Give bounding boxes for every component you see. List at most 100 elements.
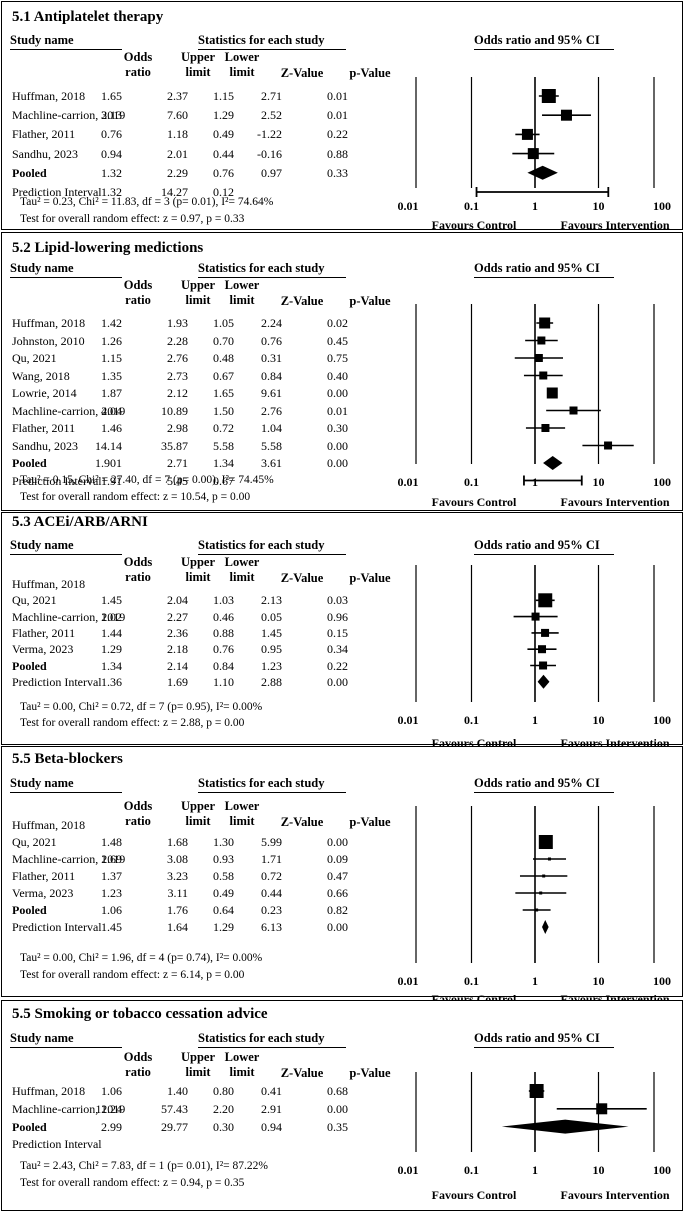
study-label: Prediction Interval — [12, 185, 102, 199]
cell-z: 2.91 — [261, 1101, 282, 1116]
study-square — [541, 424, 550, 432]
stats-footer-2: Test for overall random effect: z = 0.94… — [20, 1177, 245, 1189]
panel-5: 5.5 Smoking or tobacco cessation advice S… — [1, 1000, 683, 1211]
favours-control-label: Favours Control — [432, 1188, 517, 1202]
pooled-diamond — [537, 674, 550, 689]
cell-or: 0.94 — [101, 146, 122, 161]
cell-p: 0.00 — [327, 456, 348, 470]
cell-lower: 0.84 — [213, 658, 234, 673]
cell-lower: 0.49 — [213, 127, 234, 142]
cell-lower: 0.58 — [213, 869, 234, 883]
study-label: Huffman, 2018 — [12, 818, 86, 832]
pooled-diamond — [501, 1119, 629, 1134]
col-header-z: Z-Value — [280, 294, 324, 308]
study-square — [521, 128, 533, 140]
axis-tick-label: 100 — [653, 1163, 671, 1177]
cell-upper: 2.04 — [167, 593, 188, 608]
panel-2: 5.2 Lipid-lowering medictions Study name S… — [1, 232, 683, 511]
ci-header: Odds ratio and 95% CI — [474, 776, 600, 790]
col-header-z: Z-Value — [280, 66, 324, 80]
study-name-header: Study name — [10, 538, 74, 552]
cell-or: 1.36 — [101, 674, 122, 689]
cell-lower: 0.80 — [213, 1084, 234, 1098]
axis-tick-label: 100 — [653, 475, 671, 489]
cell-upper: 1.64 — [167, 920, 188, 934]
col-header-p: p-Value — [349, 66, 391, 80]
cell-z: 2.71 — [261, 89, 282, 103]
cell-p: 0.01 — [327, 89, 348, 103]
header-underline — [474, 554, 614, 555]
study-name-header: Study name — [10, 261, 74, 275]
cell-upper: 2.71 — [167, 456, 188, 470]
study-square — [539, 317, 551, 329]
cell-or: 2.99 — [101, 1119, 122, 1134]
stats-header: Statistics for each study — [198, 776, 325, 790]
cell-z: -0.16 — [257, 146, 282, 161]
cell-upper: 7.60 — [167, 108, 188, 123]
cell-or: 1.42 — [101, 316, 122, 330]
stats-footer-1: Tau² = 0.00, Chi² = 1.96, df = 4 (p= 0.7… — [20, 952, 263, 964]
cell-z: 2.52 — [261, 108, 282, 123]
cell-p: 0.01 — [327, 108, 348, 123]
study-label: Flather, 2011 — [12, 869, 76, 883]
cell-upper: 2.28 — [167, 333, 188, 348]
pooled-diamond — [542, 920, 549, 934]
cell-or: 1.23 — [101, 886, 122, 900]
cell-p: 0.01 — [327, 403, 348, 418]
study-label: Wang, 2018 — [12, 368, 70, 383]
axis-tick-label: 10 — [593, 475, 605, 489]
cell-upper: 2.37 — [167, 89, 188, 103]
cell-lower: 0.44 — [213, 146, 234, 161]
cell-lower: 1.29 — [213, 920, 234, 934]
cell-z: 0.95 — [261, 642, 282, 657]
cell-lower: 0.67 — [213, 473, 234, 488]
axis-tick-label: 1 — [532, 713, 538, 727]
cell-upper: 2.73 — [167, 368, 188, 383]
cell-or: 0.76 — [101, 127, 122, 142]
cell-upper: 29.77 — [161, 1119, 188, 1134]
cell-z: 0.97 — [261, 165, 282, 180]
cell-lower: 0.72 — [213, 421, 234, 435]
cell-upper: 2.12 — [167, 386, 188, 400]
study-name-header: Study name — [10, 1031, 74, 1045]
study-square — [529, 1084, 544, 1098]
axis-tick-label: 1 — [532, 199, 538, 213]
cell-or: 1.44 — [101, 625, 122, 640]
cell-or: 11.24 — [95, 1101, 122, 1116]
cell-p: 0.45 — [327, 333, 348, 348]
header-underline — [474, 277, 614, 278]
cell-or: 1.32 — [101, 185, 122, 199]
cell-p: 0.82 — [327, 903, 348, 917]
cell-upper: 1.40 — [167, 1084, 188, 1098]
col-header-upper: Upper limit — [180, 1050, 216, 1079]
stats-footer-1: Tau² = 2.43, Chi² = 7.83, df = 1 (p= 0.0… — [20, 1160, 268, 1172]
cell-lower: 1.05 — [213, 316, 234, 330]
cell-upper: 10.89 — [161, 403, 188, 418]
cell-lower: 5.58 — [213, 438, 234, 453]
cell-z: 5.99 — [261, 835, 282, 849]
axis-tick-label: 100 — [653, 713, 671, 727]
cell-or: 1.901 — [95, 456, 122, 470]
cell-p: 0.30 — [327, 421, 348, 435]
study-square — [546, 387, 558, 399]
cell-or: 1.65 — [101, 89, 122, 103]
study-label: Huffman, 2018 — [12, 89, 86, 103]
cell-p: 0.00 — [327, 835, 348, 849]
col-header-upper: Upper limit — [180, 278, 216, 307]
axis-tick-label: 0.01 — [398, 713, 419, 727]
cell-upper: 3.11 — [167, 886, 188, 900]
ci-header: Odds ratio and 95% CI — [474, 261, 600, 275]
cell-p: 0.00 — [327, 438, 348, 453]
header-underline — [10, 277, 122, 278]
cell-or: 4.04 — [101, 403, 122, 418]
cell-upper: 3.08 — [167, 852, 188, 866]
forest-plot: 0.01 0.1 1 10 100 Favours Control Favours Inte… — [398, 77, 671, 232]
header-underline — [10, 792, 122, 793]
stats-footer-1: Tau² = 0.23, Chi² = 11.83, df = 3 (p= 0.… — [20, 196, 274, 208]
cell-z: 2.24 — [261, 316, 282, 330]
cell-lower: 0.12 — [213, 185, 234, 199]
study-label: Huffman, 2018 — [12, 577, 86, 591]
study-name-header: Study name — [10, 776, 74, 790]
cell-p: 0.00 — [327, 674, 348, 689]
cell-p: 0.35 — [327, 1119, 348, 1134]
